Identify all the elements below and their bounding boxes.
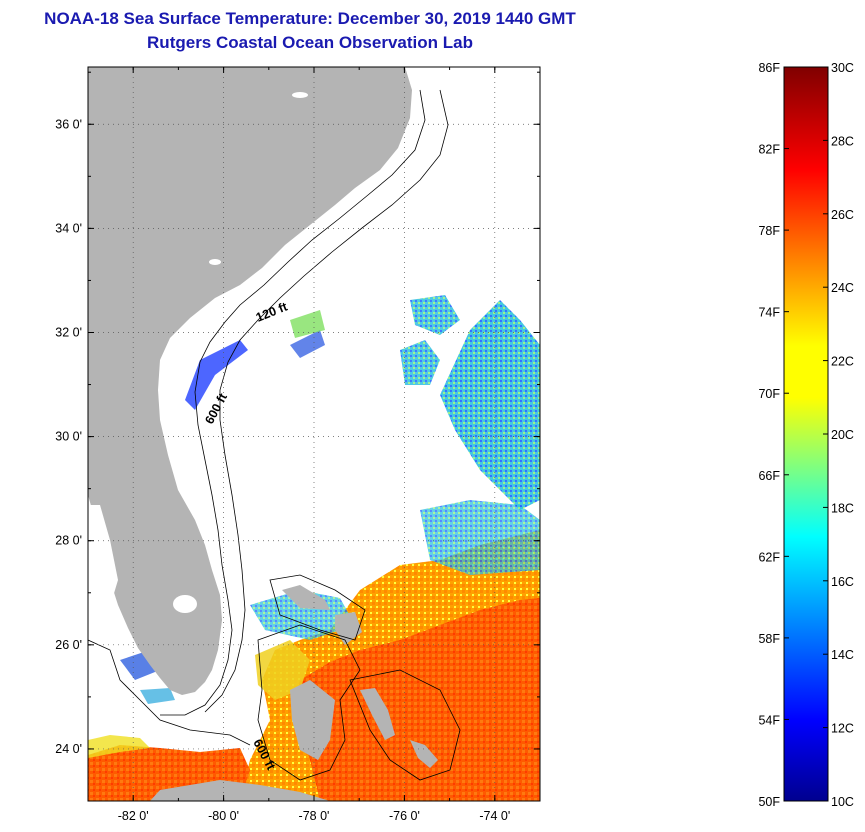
celsius-label: 26C bbox=[831, 208, 854, 222]
fahrenheit-label: 86F bbox=[758, 61, 780, 75]
celsius-label: 16C bbox=[831, 575, 854, 589]
map-title: NOAA-18 Sea Surface Temperature: Decembe… bbox=[44, 9, 576, 28]
fahrenheit-label: 70F bbox=[758, 387, 780, 401]
colorbar bbox=[783, 66, 829, 802]
sst-green-patch bbox=[290, 310, 325, 338]
axis-ticks: 24 0' 26 0' 28 0' 30 0' 32 0' 34 0' 36 0' -82 0… bbox=[55, 67, 541, 823]
sst-fl-west-teal bbox=[140, 688, 175, 704]
fahrenheit-label: 66F bbox=[758, 469, 780, 483]
lat-tick-label: 26 0' bbox=[55, 638, 82, 652]
lon-tick-label: -76 0' bbox=[389, 809, 420, 823]
fahrenheit-label: 74F bbox=[758, 306, 780, 320]
fahrenheit-label: 50F bbox=[758, 795, 780, 809]
lat-tick-label: 36 0' bbox=[55, 117, 82, 131]
us-southeast-landmass bbox=[88, 67, 412, 695]
sst-cool-region-3 bbox=[410, 295, 460, 335]
celsius-label: 24C bbox=[831, 281, 854, 295]
celsius-label: 18C bbox=[831, 501, 854, 515]
eleuthera-island bbox=[360, 688, 395, 740]
colorbar-labels: 30C 28C 26C 24C 22C 20C 18C 16C 14C 12C 10C 86F 82F 7… bbox=[758, 61, 853, 809]
contour-bahamas-3 bbox=[269, 574, 366, 641]
lat-tick-label: 34 0' bbox=[55, 221, 82, 235]
contour-120ft bbox=[160, 89, 426, 716]
lon-tick-label: -82 0' bbox=[118, 809, 149, 823]
sst-cool-region-4 bbox=[420, 500, 540, 575]
cuba-landmass bbox=[150, 780, 330, 801]
contour-600ft bbox=[204, 89, 449, 713]
lat-tick-label: 30 0' bbox=[55, 430, 82, 444]
map-subtitle: Rutgers Coastal Ocean Observation Lab bbox=[147, 33, 473, 52]
celsius-label: 22C bbox=[831, 355, 854, 369]
sst-cool-region-1 bbox=[440, 300, 540, 510]
lon-tick-label: -80 0' bbox=[208, 809, 239, 823]
gulf-of-mexico-cutout bbox=[88, 505, 118, 630]
lake-gaston bbox=[292, 92, 308, 98]
map-gridlines bbox=[88, 67, 540, 801]
sst-yellow-bahamas bbox=[255, 640, 310, 700]
grand-bahama bbox=[282, 585, 330, 610]
celsius-label: 30C bbox=[831, 61, 854, 75]
bathymetry-contours bbox=[88, 89, 461, 781]
lat-tick-label: 28 0' bbox=[55, 534, 82, 548]
lake-okeechobee bbox=[173, 595, 197, 613]
contour-gulf bbox=[88, 639, 251, 746]
sst-hot-region bbox=[292, 598, 540, 801]
fahrenheit-label: 62F bbox=[758, 550, 780, 564]
contour-bahamas-1 bbox=[257, 624, 361, 781]
andros-island bbox=[290, 680, 335, 760]
sst-cool-region-2 bbox=[400, 340, 440, 385]
celsius-label: 14C bbox=[831, 648, 854, 662]
sst-blue-ga bbox=[290, 330, 325, 358]
celsius-label: 12C bbox=[831, 722, 854, 736]
sst-gulf-yellow bbox=[88, 735, 150, 758]
lon-tick-label: -78 0' bbox=[299, 809, 330, 823]
sst-blue-shelf bbox=[185, 340, 248, 410]
celsius-label: 20C bbox=[831, 428, 854, 442]
fahrenheit-label: 54F bbox=[758, 713, 780, 727]
contour-bahamas-2 bbox=[349, 669, 461, 781]
lake-marion bbox=[209, 259, 221, 265]
lon-tick-label: -74 0' bbox=[479, 809, 510, 823]
fahrenheit-label: 58F bbox=[758, 632, 780, 646]
abaco-island bbox=[335, 612, 362, 645]
lat-tick-label: 24 0' bbox=[55, 742, 82, 756]
fahrenheit-label: 78F bbox=[758, 224, 780, 238]
fahrenheit-label: 82F bbox=[758, 143, 780, 157]
exuma-island bbox=[410, 740, 438, 768]
celsius-label: 10C bbox=[831, 795, 854, 809]
lat-tick-label: 32 0' bbox=[55, 325, 82, 339]
celsius-label: 28C bbox=[831, 134, 854, 148]
